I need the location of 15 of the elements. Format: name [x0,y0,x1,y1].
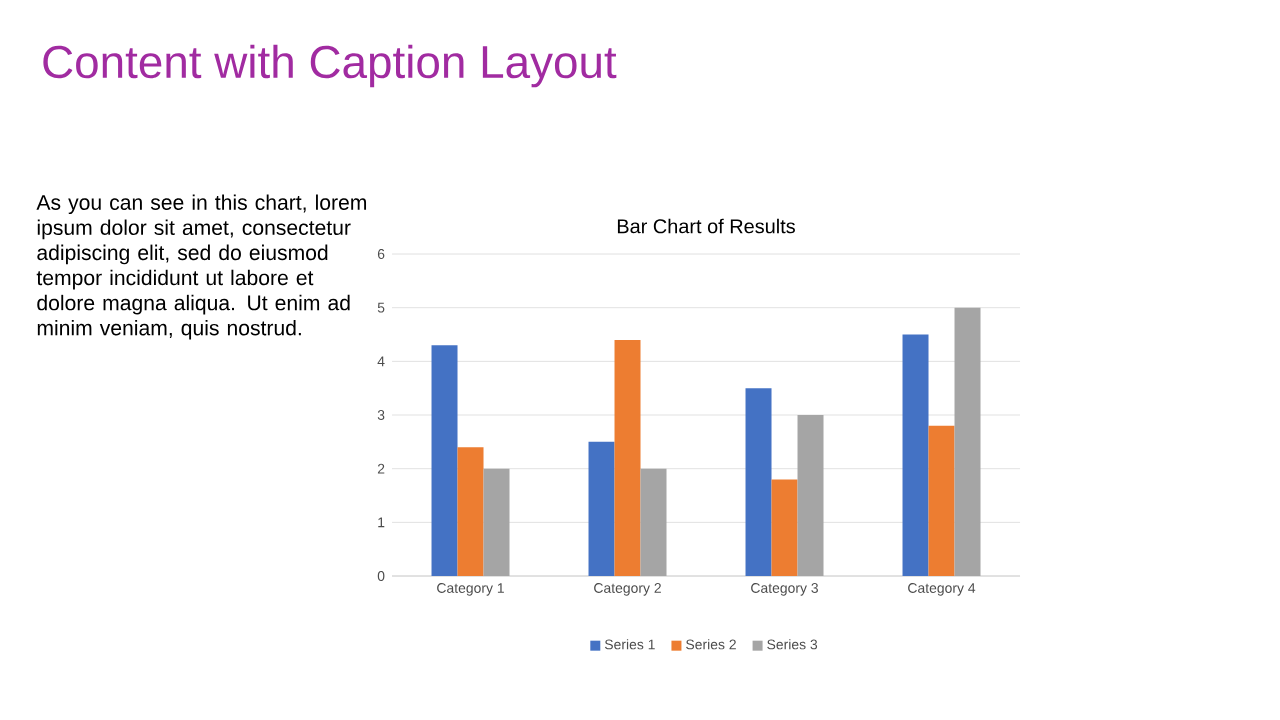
bar [954,307,981,577]
bar [588,441,615,577]
text: As you can see in this chart, lorem ipsum dolor sit amet, consectetur adipiscing elit, sed do eiusmod tempor incididunt ut labore et dolore magna aliqua. Ut enim ad minim veniam, quis nostrud. [36,194,367,340]
bar [902,334,929,577]
bar [797,415,824,577]
chart-title: Content with Caption Layout [43,44,617,88]
bar [640,468,667,577]
bar [771,479,798,577]
bar [928,425,955,577]
chart-subtitle: Bar Chart of Results [617,218,795,234]
bar [431,345,458,577]
bar [614,339,641,577]
bar [745,388,772,577]
bar [483,468,510,577]
bar [457,447,484,577]
